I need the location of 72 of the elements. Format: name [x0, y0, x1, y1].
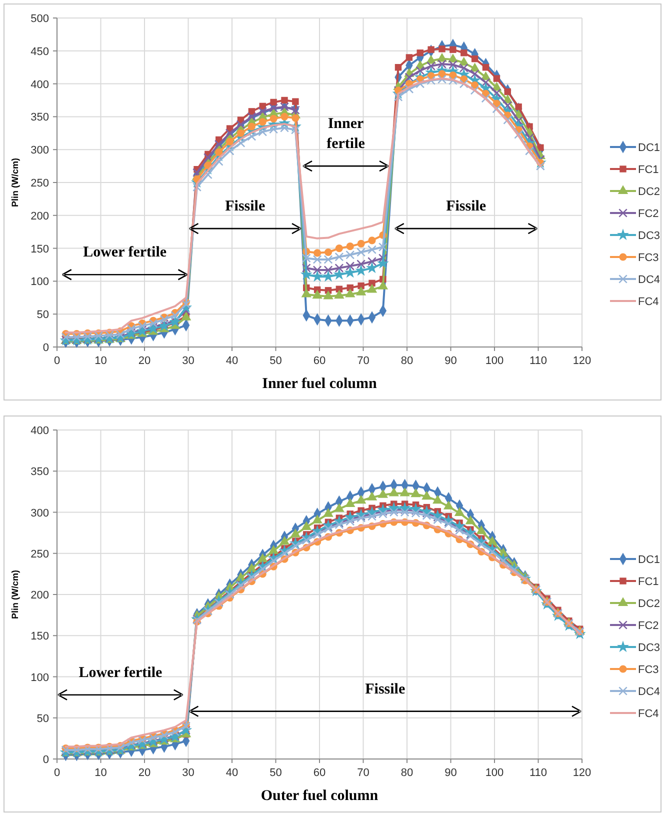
legend-label: FC4 [638, 296, 659, 308]
legend-label: DC4 [638, 686, 660, 698]
annotation: Inner fertile [326, 116, 366, 152]
annotation: Lower fertile [83, 244, 167, 261]
y-axis-title: Plin (W/cm) [10, 570, 20, 619]
x-tick-label: 60 [313, 355, 326, 367]
y-tick-label: 100 [30, 672, 49, 684]
y-tick-label: 150 [30, 630, 49, 643]
y-tick-label: 0 [42, 342, 49, 354]
legend-label: FC2 [638, 620, 659, 632]
x-tick-label: 20 [138, 355, 151, 367]
x-tick-label: 40 [226, 767, 238, 779]
legend-label: FC4 [638, 708, 659, 720]
x-tick-label: 90 [444, 767, 457, 779]
x-axis-title: Outer fuel column [260, 788, 379, 804]
y-tick-label: 400 [30, 425, 49, 437]
y-tick-label: 200 [30, 210, 49, 222]
x-tick-label: 0 [54, 355, 60, 367]
annotation: Fissile [446, 198, 486, 215]
y-tick-label: 50 [36, 309, 49, 322]
x-tick-label: 60 [313, 767, 326, 779]
x-tick-label: 0 [54, 767, 60, 779]
x-tick-label: 50 [270, 355, 282, 367]
x-tick-label: 80 [400, 767, 414, 779]
legend-label: DC2 [638, 186, 660, 198]
y-tick-label: 350 [30, 466, 49, 478]
legend-label: DC2 [638, 598, 660, 610]
legend-label: DC1 [638, 142, 660, 154]
x-tick-label: 20 [138, 767, 151, 779]
y-tick-label: 100 [30, 276, 49, 288]
x-tick-label: 80 [400, 355, 414, 367]
x-tick-label: 70 [357, 355, 370, 367]
x-tick-label: 90 [444, 355, 457, 367]
annotation: Lower fertile [78, 664, 162, 681]
legend-label: DC4 [638, 274, 660, 286]
y-tick-label: 150 [30, 243, 49, 256]
legend-label: FC3 [638, 664, 659, 676]
legend-label: FC1 [638, 576, 659, 588]
legend-label: DC3 [638, 642, 660, 654]
x-tick-label: 100 [485, 767, 504, 779]
y-axis-title: Plin (W/cm) [10, 158, 20, 207]
y-tick-label: 200 [30, 590, 49, 602]
y-tick-label: 400 [30, 78, 49, 91]
legend-label: FC1 [638, 164, 659, 176]
y-tick-label: 450 [30, 46, 49, 58]
legend-label: DC3 [638, 230, 660, 242]
y-tick-label: 300 [30, 144, 49, 157]
y-tick-label: 250 [30, 178, 49, 190]
x-tick-label: 50 [270, 767, 282, 779]
x-tick-label: 110 [529, 767, 548, 779]
legend-label: FC3 [638, 252, 659, 264]
x-tick-label: 10 [94, 355, 107, 367]
y-tick-label: 250 [30, 548, 49, 560]
x-tick-label: 110 [529, 355, 548, 367]
y-tick-label: 500 [30, 13, 49, 25]
y-tick-label: 50 [36, 712, 49, 725]
x-tick-label: 40 [226, 355, 238, 367]
x-tick-label: 120 [572, 355, 592, 367]
x-tick-label: 30 [182, 355, 194, 367]
y-tick-label: 350 [30, 112, 49, 124]
annotation: Fissile [225, 198, 266, 215]
y-tick-label: 300 [30, 507, 49, 520]
x-tick-label: 10 [94, 767, 107, 779]
x-tick-label: 120 [572, 767, 592, 779]
x-axis-title: Inner fuel column [262, 376, 378, 392]
annotation: Fissile [365, 681, 406, 698]
legend-label: DC1 [638, 554, 660, 566]
x-tick-label: 100 [485, 355, 504, 367]
x-tick-label: 30 [182, 767, 194, 779]
x-tick-label: 70 [357, 767, 370, 779]
legend-label: FC2 [638, 208, 659, 220]
y-tick-label: 0 [42, 754, 49, 766]
